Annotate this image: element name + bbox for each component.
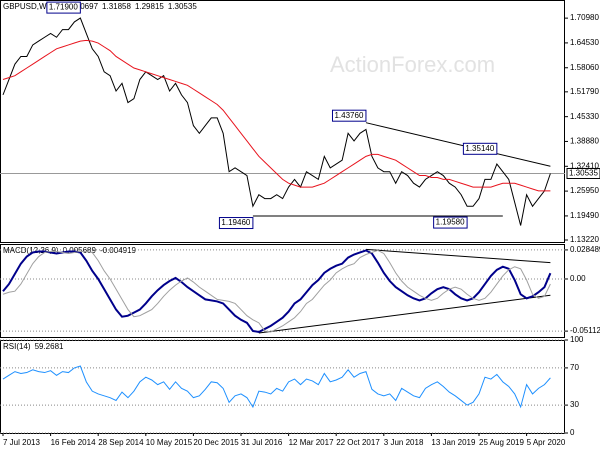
annotation-box	[433, 216, 468, 229]
open: 1.30697	[69, 2, 98, 11]
x-tick-label: 5 Apr 2020	[527, 438, 566, 447]
y-tick-label: 30	[570, 400, 579, 409]
series-line	[2, 365, 551, 409]
y-tick-label: 1.64530	[570, 38, 599, 47]
rsi-value: 59.2681	[35, 342, 64, 351]
x-tick-label: 10 May 2015	[146, 438, 193, 447]
y-tick-label: 1.51790	[570, 87, 599, 96]
x-tick-label: 22 Oct 2017	[336, 438, 380, 447]
y-tick-label: 1.32410	[570, 161, 599, 170]
y-tick-label: 1.58060	[570, 63, 599, 72]
y-tick-label: 0	[570, 428, 575, 437]
low: 1.29815	[135, 2, 164, 11]
symbol: GBPUSD,Weekly	[3, 2, 65, 11]
annotation-label: 1.43760	[334, 111, 363, 120]
annotation-box	[462, 142, 498, 155]
series-line	[2, 17, 551, 226]
y-tick-label: 0.00	[570, 274, 586, 283]
y-tick-label: 70	[570, 363, 579, 372]
y-tick-label: 1.25950	[570, 186, 599, 195]
annotation-box	[46, 1, 81, 14]
x-tick-label: 16 Feb 2014	[51, 438, 96, 447]
x-tick-label: 20 Dec 2015	[193, 438, 239, 447]
trendline	[365, 248, 551, 264]
series-line	[2, 39, 551, 192]
current-price-box	[566, 167, 600, 179]
y-tick-label: 1.45330	[570, 112, 599, 121]
panel-frame	[0, 244, 565, 338]
rsi-title: RSI(14)	[3, 342, 31, 351]
watermark: ActionForex.com	[330, 52, 495, 77]
x-tick-label: 31 Jul 2016	[241, 438, 283, 447]
annotation-label: 1.19460	[221, 218, 250, 227]
series-line	[2, 249, 552, 334]
y-tick-label: 1.38880	[570, 137, 599, 146]
annotation-label: 1.19580	[436, 218, 465, 227]
macd-header: MACD(12,26,9) 0.005689 -0.004919	[3, 246, 137, 255]
trendline	[365, 122, 551, 167]
y-tick-label: 1.13220	[570, 235, 599, 244]
price-header: GBPUSD,Weekly 1.30697 1.31858 1.29815 1.3053…	[3, 2, 197, 11]
y-tick-label: 0.028489	[570, 245, 600, 254]
x-tick-label: 13 Jan 2019	[431, 438, 476, 447]
trendline	[258, 294, 551, 334]
x-tick-label: 3 Jun 2018	[384, 438, 424, 447]
signal-value: -0.004919	[100, 246, 137, 255]
x-tick-label: 28 Sep 2014	[98, 438, 144, 447]
panel-frame	[0, 0, 565, 243]
high: 1.31858	[102, 2, 131, 11]
x-tick-label: 7 Jul 2013	[3, 438, 40, 447]
y-tick-label: 100	[570, 335, 584, 344]
series-line	[2, 249, 551, 333]
y-tick-label: 1.19490	[570, 211, 599, 220]
x-tick-label: 12 Mar 2017	[289, 438, 334, 447]
x-tick-label: 25 Aug 2019	[479, 438, 524, 447]
y-tick-label: -0.051125	[570, 326, 600, 335]
macd-title: MACD(12,26,9)	[3, 246, 59, 255]
annotation-label: 1.71900	[49, 3, 78, 12]
current-price-label: 1.30535	[569, 169, 598, 178]
annotation-box	[218, 217, 254, 230]
y-tick-label: 1.70980	[570, 13, 599, 22]
annotation-label: 1.35140	[465, 144, 494, 153]
annotation-box	[331, 109, 367, 122]
close: 1.30535	[168, 2, 197, 11]
rsi-header: RSI(14) 59.2681	[3, 342, 64, 351]
macd-value: 0.005689	[63, 246, 97, 255]
